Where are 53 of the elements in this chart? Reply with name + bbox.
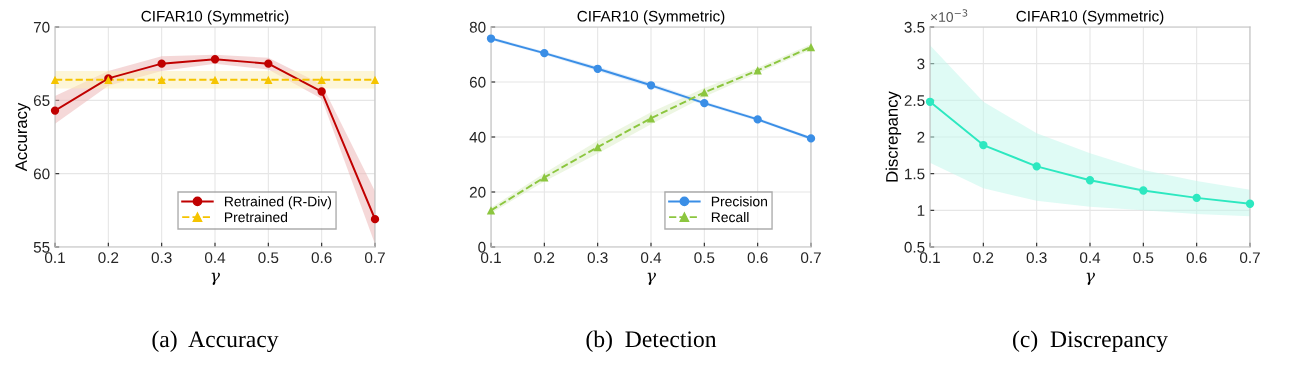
y-tick-label: 1 xyxy=(917,205,925,216)
y-tick-label: 1.5 xyxy=(905,168,925,180)
x-tick-label: 0.5 xyxy=(258,252,279,264)
x-tick-label: 0.3 xyxy=(1026,252,1047,264)
x-tick-label: 0.5 xyxy=(1133,252,1154,264)
x-tick-label: 0.3 xyxy=(587,252,608,264)
y-tick-label: 70 xyxy=(33,21,50,33)
y-axis-title: Discrepancy xyxy=(885,91,902,182)
x-tick-label: 0.6 xyxy=(311,252,332,264)
x-tick-label: 0.4 xyxy=(640,252,662,264)
x-tick-label: 0.2 xyxy=(98,252,119,264)
chart-title: CIFAR10 (Symmetric) xyxy=(1016,10,1164,25)
y-tick-label: 55 xyxy=(33,242,50,253)
text: ×10$^{−3}$ xyxy=(930,9,968,22)
x-tick-label: 0.7 xyxy=(364,252,385,264)
y-tick-label: 0.5 xyxy=(904,241,925,253)
text: (b) Detection xyxy=(586,330,717,353)
y-tick-label: 0 xyxy=(478,241,486,253)
x-tick-label: 0.1 xyxy=(480,252,501,264)
text: (a) Accuracy xyxy=(152,330,279,353)
y-tick-label: 80 xyxy=(469,21,486,33)
legend-label: Retrained (R-Div) xyxy=(224,196,332,210)
x-tick-label: 0.4 xyxy=(1079,252,1101,264)
chart-title: CIFAR10 (Symmetric) xyxy=(141,10,289,25)
x-tick-label: 0.6 xyxy=(747,252,768,264)
legend-label: Precision xyxy=(711,196,767,207)
y-axis-title: Accuracy xyxy=(15,102,31,172)
y-tick-label: 60 xyxy=(33,168,50,180)
x-axis-title: γ xyxy=(211,272,220,285)
y-tick-label: 2 xyxy=(917,131,925,143)
text: (c) Discrepancy xyxy=(1013,330,1168,353)
x-tick-label: 0.1 xyxy=(919,252,940,264)
x-tick-label: 0.4 xyxy=(204,252,226,264)
y-tick-label: 40 xyxy=(469,131,486,143)
y-tick-label: 20 xyxy=(469,186,486,198)
x-tick-label: 0.7 xyxy=(800,252,821,264)
legend-label: Pretrained xyxy=(224,211,288,223)
y-tick-label: 2.5 xyxy=(904,95,925,107)
x-axis-title: γ xyxy=(647,272,656,285)
y-tick-label: 60 xyxy=(469,76,486,88)
x-axis-title: γ xyxy=(1086,272,1095,285)
x-tick-label: 0.1 xyxy=(44,252,65,264)
chart-title: CIFAR10 (Symmetric) xyxy=(577,10,725,25)
x-tick-label: 0.6 xyxy=(1186,252,1207,264)
x-tick-label: 0.2 xyxy=(534,252,555,264)
legend-label: Recall xyxy=(711,211,749,223)
y-tick-label: 65 xyxy=(33,95,50,107)
x-tick-label: 0.3 xyxy=(151,252,172,264)
x-tick-label: 0.7 xyxy=(1239,252,1260,264)
x-tick-label: 0.5 xyxy=(694,252,715,264)
y-tick-label: 3 xyxy=(917,58,925,70)
y-tick-label: 3.5 xyxy=(904,21,925,33)
x-tick-label: 0.2 xyxy=(973,252,994,264)
